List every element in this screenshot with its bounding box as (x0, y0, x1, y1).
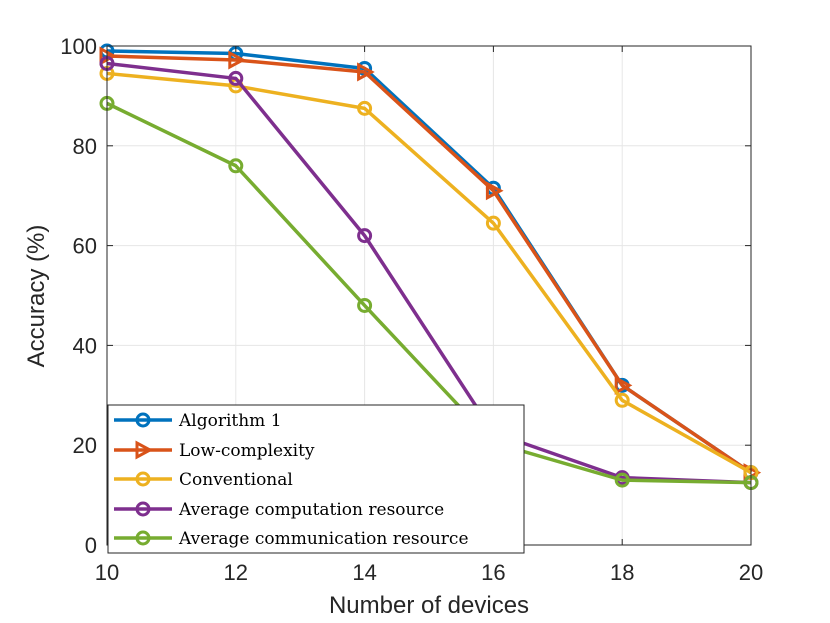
series-conventional (99, 65, 759, 481)
data-point (357, 297, 373, 313)
data-point (614, 392, 630, 408)
y-tick-label: 80 (73, 134, 97, 159)
data-point (614, 472, 630, 488)
legend-items: Algorithm 1 Low-complexity Conventional Ave… (114, 411, 469, 549)
data-point (228, 158, 244, 174)
data-point (357, 228, 373, 244)
legend-label: Conventional (179, 470, 293, 490)
legend-box (107, 404, 525, 554)
legend-marker (135, 501, 151, 517)
data-point (614, 375, 633, 395)
x-axis-title: Number of devices (329, 592, 529, 619)
y-tick-label: 60 (73, 234, 97, 259)
legend-entry: Conventional (114, 470, 293, 490)
legend-label: Low-complexity (179, 441, 315, 461)
x-tick-label: 20 (739, 560, 763, 585)
y-tick-label: 40 (73, 333, 97, 358)
y-tick-label: 0 (85, 533, 97, 558)
series-line (106, 54, 752, 475)
x-tick-label: 12 (224, 560, 248, 585)
legend-entry: Algorithm 1 (114, 411, 282, 431)
legend-entry: Average communication resource (114, 529, 469, 549)
data-point (357, 62, 375, 82)
y-tick-label: 100 (60, 34, 97, 59)
data-point (485, 215, 501, 231)
x-tick-label: 10 (95, 560, 119, 585)
legend-label: Average computation resource (178, 500, 444, 520)
legend-marker (135, 440, 154, 460)
series-line (106, 101, 752, 485)
y-axis-title: Accuracy (%) (23, 225, 50, 368)
data-point (485, 181, 504, 201)
legend: Algorithm 1 Low-complexity Conventional Ave… (107, 404, 525, 554)
series-layer (99, 43, 762, 491)
series-line (106, 61, 752, 485)
legend-entry: Average computation resource (114, 500, 444, 520)
y-tick-labels: 0 20 40 60 80 100 (60, 34, 97, 558)
legend-marker (135, 412, 151, 428)
y-tick-label: 20 (73, 433, 97, 458)
legend-marker (135, 471, 151, 487)
legend-entry: Low-complexity (114, 440, 315, 461)
data-point (357, 100, 373, 116)
data-point (228, 70, 244, 86)
x-tick-labels: 10 12 14 16 18 20 (95, 560, 763, 585)
legend-label: Algorithm 1 (178, 411, 282, 431)
series-line (106, 71, 752, 475)
x-tick-label: 16 (481, 560, 505, 585)
x-tick-label: 14 (352, 560, 376, 585)
legend-marker (135, 530, 151, 546)
data-point (228, 50, 246, 70)
x-tick-label: 18 (610, 560, 634, 585)
legend-label: Average communication resource (178, 529, 469, 549)
